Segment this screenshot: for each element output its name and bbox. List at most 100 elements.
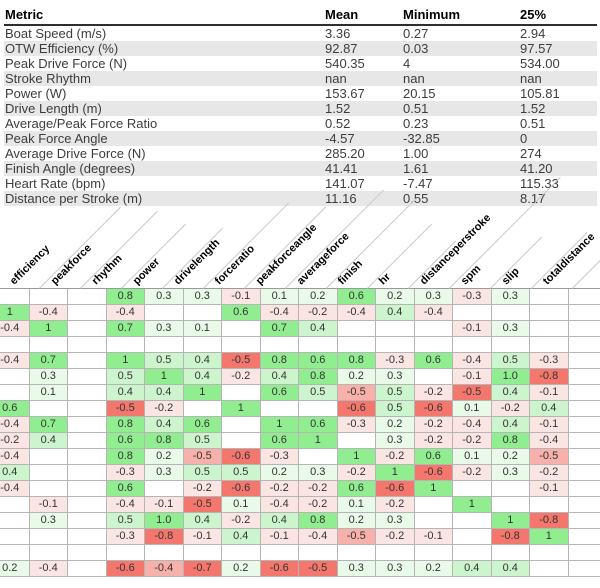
matrix-cell: 1 [184,385,223,401]
matrix-cell [0,385,30,401]
matrix-cell: 0.6 [184,417,223,433]
matrix-cell [530,321,569,337]
matrix-cell: 1 [492,513,531,529]
matrix-cell: 1 [530,529,569,545]
matrix-cell [68,465,107,481]
metric-value: 540.35 [324,56,402,71]
matrix-cell: -0.3 [530,353,569,369]
matrix-cell: -0.6 [222,481,261,497]
matrix-cell [492,545,531,561]
matrix-cell: 0.2 [299,289,338,305]
matrix-col-label: slip [499,265,522,288]
matrix-cell: -0.6 [338,401,377,417]
metric-value: 20.15 [402,86,519,101]
matrix-cell: 0.1 [184,321,223,337]
matrix-cell [569,449,600,465]
matrix-cell: 0.2 [376,417,415,433]
matrix-cell [0,369,30,385]
matrix-cell [0,513,30,529]
matrix-cell [30,289,69,305]
matrix-cell: -0.4 [453,353,492,369]
matrix-cell [569,289,600,305]
matrix-cell [453,481,492,497]
matrix-cell: -0.2 [0,433,30,449]
matrix-cell: 0.4 [261,369,300,385]
matrix-cell [569,353,600,369]
matrix-cell [415,513,454,529]
matrix-cell [0,497,30,513]
matrix-cell [68,481,107,497]
matrix-cell [530,289,569,305]
matrix-header-divider-line [326,198,417,289]
matrix-cell: 1 [222,401,261,417]
matrix-cell [222,385,261,401]
matrix-cell [492,481,531,497]
matrix-cell: 1 [415,481,454,497]
matrix-col-label: power [130,255,163,288]
matrix-cell: 0.4 [376,305,415,321]
matrix-cell: -0.1 [184,529,223,545]
matrix-cell [68,337,107,353]
metric-name: Average Drive Force (N) [4,146,324,161]
matrix-cell [68,289,107,305]
matrix-cell: 0.8 [299,369,338,385]
matrix-cell: -0.4 [261,497,300,513]
matrix-cell: -0.3 [376,353,415,369]
matrix-cell: -0.2 [453,465,492,481]
matrix-cell [453,529,492,545]
metric-name: Peak Drive Force (N) [4,56,324,71]
matrix-cell: 0.3 [376,561,415,577]
matrix-cell: 0.4 [145,417,184,433]
matrix-cell: -0.2 [376,497,415,513]
matrix-cell [569,401,600,417]
matrix-cell: 1 [338,449,377,465]
matrix-cell [107,337,146,353]
matrix-cell [415,369,454,385]
col-header-metric: Metric [4,6,324,25]
matrix-cell [145,337,184,353]
metric-value: -7.47 [402,176,519,191]
matrix-cell [68,385,107,401]
matrix-cell: 0.2 [222,561,261,577]
metric-value: 285.20 [324,146,402,161]
matrix-cell: 0.6 [0,401,30,417]
matrix-cell: -0.5 [107,401,146,417]
matrix-cell: 0.3 [30,513,69,529]
matrix-cell [569,513,600,529]
matrix-cell: -0.3 [338,417,377,433]
stats-header-row: Metric Mean Minimum 25% [4,6,597,25]
matrix-col-label: peakforce [48,241,95,288]
matrix-cell [30,481,69,497]
matrix-cell [0,337,30,353]
metric-value: 0.51 [519,116,597,131]
matrix-cell: 0.8 [107,289,146,305]
matrix-cell [415,497,454,513]
matrix-cell [30,337,69,353]
matrix-cell: 1 [107,353,146,369]
matrix-cell [453,305,492,321]
report-page: { "colors": { "pos_strong": "#90EE90", "… [0,0,600,570]
matrix-cell: -0.4 [107,305,146,321]
matrix-cell: 0.8 [107,417,146,433]
matrix-cell: 0.5 [492,353,531,369]
matrix-cell: 0.2 [338,513,377,529]
matrix-col-label: drivelength [171,236,223,288]
metric-value: 2.94 [519,25,597,41]
matrix-cell [222,433,261,449]
matrix-cell [415,545,454,561]
matrix-cell: -0.8 [145,529,184,545]
matrix-cell: 0.6 [107,481,146,497]
metric-value: 1.52 [324,101,402,116]
matrix-cell: -0.4 [453,417,492,433]
matrix-cell: -0.6 [107,561,146,577]
matrix-cell: -0.1 [453,369,492,385]
matrix-cell: 0.5 [145,353,184,369]
matrix-cell: -0.1 [530,481,569,497]
matrix-cell: -0.7 [184,561,223,577]
matrix-cell [68,321,107,337]
